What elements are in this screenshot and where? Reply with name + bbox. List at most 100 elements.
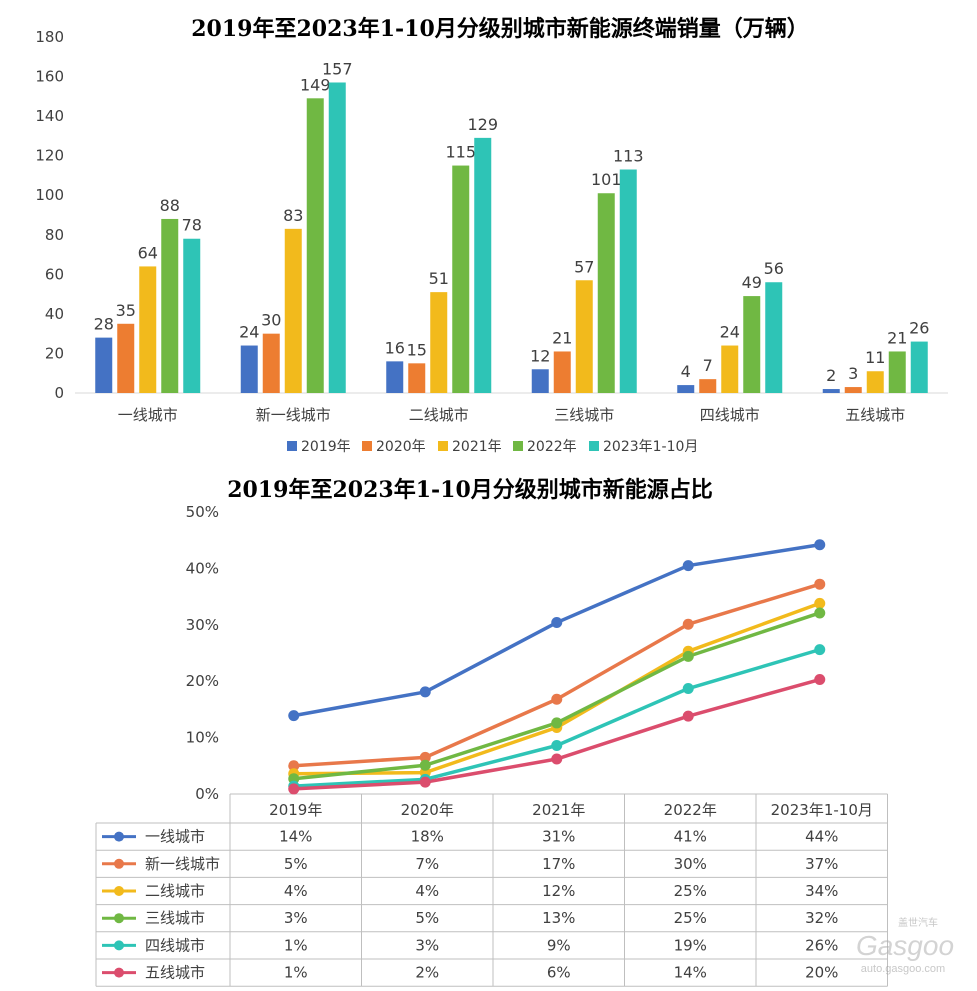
bar-x-axis: 一线城市 新一线城市 二线城市 三线城市 四线城市 五线城市 [118, 406, 906, 424]
bar [139, 266, 157, 393]
data-point [682, 618, 694, 630]
line-y-axis: 0% 10% 20% 30% 40% 50% [186, 503, 219, 803]
data-point [288, 710, 300, 722]
bar-data-label: 78 [182, 216, 202, 235]
bar [183, 238, 201, 393]
bar [531, 369, 549, 393]
table-value-cell: 4% [284, 882, 308, 900]
bar-data-label: 4 [681, 362, 691, 381]
bar-data-label: 3 [848, 364, 858, 383]
table-value-cell: 3% [415, 936, 439, 954]
line-y-tick-label: 20% [186, 672, 219, 690]
data-point [551, 617, 563, 629]
bar-y-tick-label: 120 [35, 147, 64, 165]
bar-data-label: 88 [160, 196, 180, 215]
bar-data-label: 30 [261, 311, 281, 330]
table-value-cell: 3% [284, 909, 308, 927]
bar-y-tick-label: 160 [35, 68, 64, 86]
bar-data-label: 24 [239, 323, 259, 342]
bar-data-label: 83 [283, 206, 303, 225]
table-value-cell: 32% [805, 909, 838, 927]
bar [386, 361, 404, 393]
legend-label: 2020年 [376, 439, 426, 455]
line-y-tick-label: 30% [186, 616, 219, 634]
data-point [814, 578, 826, 590]
bar-data-label: 51 [429, 269, 449, 288]
bar [888, 351, 906, 393]
data-point [551, 739, 563, 751]
legend-swatch [438, 441, 448, 451]
line-y-tick-label: 10% [186, 729, 219, 747]
bar-legend: 2019年 2020年 2021年 2022年 2023年1-10月 [287, 439, 698, 455]
bar-data-label: 2 [826, 366, 836, 385]
data-point [288, 783, 300, 795]
legend-swatch [589, 441, 599, 451]
data-point [682, 683, 694, 695]
watermark-brand-cn: 盖世汽车 [898, 916, 938, 929]
gasgoo-watermark: 盖世汽车 Gasgoo auto.gasgoo.com [856, 916, 954, 975]
bar [95, 337, 113, 393]
bar-chart-title: 2019年至2023年1-10月分级别城市新能源终端销量（万辆） [191, 16, 809, 42]
legend-marker-key [114, 913, 124, 924]
table-value-cell: 13% [542, 909, 575, 927]
bar-data-label: 56 [764, 259, 784, 278]
legend-label: 2019年 [301, 439, 351, 455]
bar [619, 169, 637, 393]
data-point [419, 686, 431, 698]
bar-y-tick-label: 0 [54, 384, 64, 402]
legend-label: 2021年 [452, 439, 502, 455]
bar-data-label: 157 [322, 59, 353, 78]
bar-y-tick-label: 140 [35, 107, 64, 125]
table-row-label: 二线城市 [145, 882, 205, 900]
bar [699, 379, 717, 393]
data-point [419, 759, 431, 771]
table-value-cell: 6% [547, 964, 571, 982]
bar-data-label: 11 [865, 348, 885, 367]
table-value-cell: 25% [674, 882, 707, 900]
data-point [814, 644, 826, 656]
bar [284, 228, 302, 393]
bar [117, 323, 135, 393]
data-point [551, 717, 563, 729]
data-point [814, 539, 826, 551]
table-value-cell: 20% [805, 964, 838, 982]
bar-data-label: 149 [300, 75, 331, 94]
data-point [419, 776, 431, 788]
bar [765, 282, 783, 393]
table-value-cell: 25% [674, 909, 707, 927]
line-y-tick-label: 40% [186, 559, 219, 577]
line-marks [288, 539, 826, 795]
table-value-cell: 37% [805, 855, 838, 873]
bar-y-axis: 0 20 40 60 80 100 120 140 160 180 [35, 28, 64, 402]
bar-data-label: 15 [407, 340, 427, 359]
bar-data-label: 64 [138, 243, 158, 262]
bar [430, 292, 448, 393]
bar-data-label: 115 [445, 143, 476, 162]
table-value-cell: 17% [542, 855, 575, 873]
table-value-cell: 41% [674, 828, 707, 846]
table-value-cell: 7% [415, 855, 439, 873]
legend-marker-key [114, 831, 124, 842]
table-value-cell: 26% [805, 936, 838, 954]
bar [743, 296, 761, 393]
bar-x-tick-label: 四线城市 [700, 406, 760, 424]
table-row-label: 一线城市 [145, 828, 205, 846]
watermark-logo: Gasgoo [856, 930, 954, 961]
legend-label: 2023年1-10月 [603, 439, 698, 455]
line-chart-title: 2019年至2023年1-10月分级别城市新能源占比 [227, 477, 713, 503]
table-value-cell: 5% [284, 855, 308, 873]
legend-swatch [513, 441, 523, 451]
table-value-cell: 31% [542, 828, 575, 846]
bar-data-label: 26 [909, 319, 929, 338]
table-value-cell: 2% [415, 964, 439, 982]
legend-swatch [362, 441, 372, 451]
table-value-cell: 12% [542, 882, 575, 900]
bar-data-label: 21 [552, 328, 572, 347]
table-value-cell: 44% [805, 828, 838, 846]
table-header-cell: 2023年1-10月 [771, 801, 873, 819]
bar-data-label: 35 [116, 301, 136, 320]
bar-data-label: 113 [613, 147, 644, 166]
